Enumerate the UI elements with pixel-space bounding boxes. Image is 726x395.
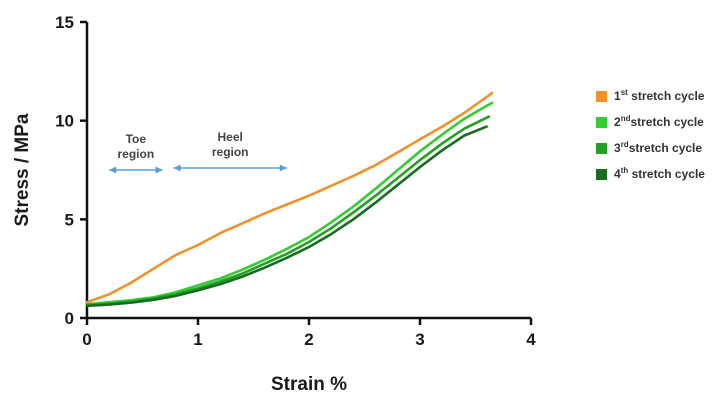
x-tick-label: 4: [526, 330, 536, 349]
series-line-2: [85, 101, 494, 306]
x-tick-label: 2: [304, 330, 313, 349]
x-axis-title: Strain %: [271, 374, 347, 395]
legend-swatch: [596, 169, 607, 180]
legend-label: 4th stretch cycle: [614, 166, 705, 181]
x-tick-label: 1: [193, 330, 202, 349]
plot-lines: [85, 91, 494, 308]
region-label: region: [212, 145, 249, 159]
arrowhead-left: [173, 164, 181, 172]
series-line-4: [85, 125, 488, 308]
legend: 1st stretch cycle 2ndstretch cycle 3rdstre…: [596, 88, 705, 181]
y-tick-label: 10: [55, 112, 74, 131]
y-tick-label: 15: [55, 13, 74, 32]
legend-label: 1st stretch cycle: [614, 88, 705, 103]
y-tick-label: 5: [65, 210, 74, 229]
legend-swatch: [596, 91, 607, 102]
region-label: Heel: [218, 130, 243, 144]
y-axis-title: Stress / MPa: [12, 113, 33, 226]
arrowhead-right: [155, 166, 163, 174]
legend-label: 3rdstretch cycle: [614, 140, 702, 155]
y-tick-label: 0: [65, 309, 74, 328]
series-line-1: [85, 91, 494, 304]
arrowhead-right: [279, 164, 287, 172]
x-tick-label: 0: [82, 330, 91, 349]
legend-swatch: [596, 117, 607, 128]
region-label: region: [118, 147, 155, 161]
legend-label: 2ndstretch cycle: [614, 114, 704, 129]
legend-swatch: [596, 143, 607, 154]
tick-labels: 0 1 2 3 4 0 5 10 15: [55, 13, 536, 349]
x-tick-label: 3: [415, 330, 424, 349]
region-label: Toe: [126, 132, 147, 146]
tick-marks: [80, 20, 533, 325]
arrowhead-left: [109, 166, 117, 174]
